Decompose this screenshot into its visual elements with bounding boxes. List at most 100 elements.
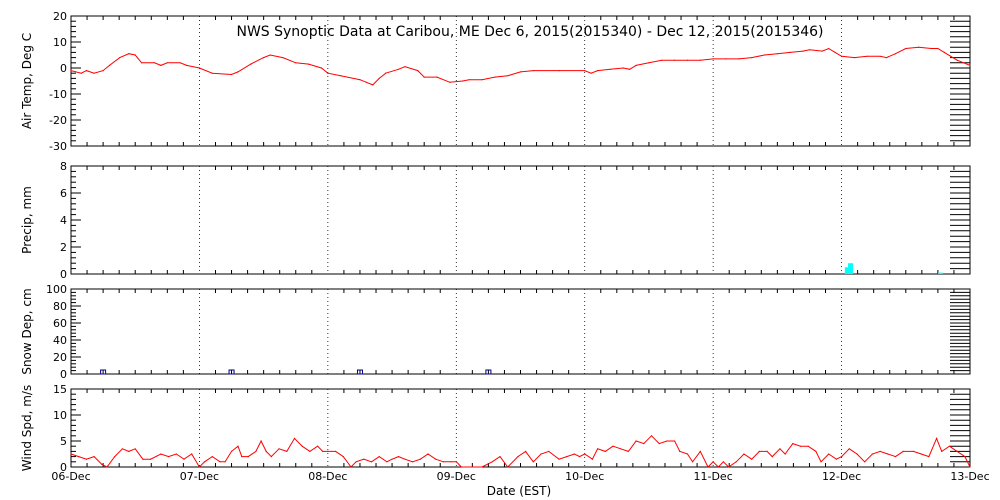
snow-y-tick-label: 80 — [53, 300, 67, 313]
wind-data-point — [902, 450, 904, 452]
chart-title: NWS Synoptic Data at Caribou, ME Dec 6, … — [236, 24, 823, 40]
wind-data-point — [573, 453, 576, 455]
temp-data-point — [802, 50, 804, 52]
temp-panel: 20 10 0 -10 -20 -30 Air Temp, Deg C — [20, 10, 971, 153]
wind-data-point — [635, 440, 637, 442]
temp-data-point — [853, 57, 856, 59]
temp-data-point — [866, 55, 868, 57]
wind-data-point — [879, 450, 881, 452]
wind-data-point — [743, 453, 745, 455]
wind-data-point — [334, 450, 337, 452]
wind-data-point — [766, 450, 768, 452]
temp-data-point — [834, 51, 836, 54]
temp-data-point — [404, 66, 406, 68]
wind-data-point — [928, 456, 930, 458]
wind-data-point — [727, 466, 730, 468]
temp-data-point — [905, 47, 907, 50]
temp-data-point — [160, 64, 162, 66]
wind-data-point — [427, 453, 429, 455]
wind-data-point — [412, 461, 414, 463]
wind-data-point — [386, 461, 388, 463]
wind-data-point — [840, 456, 843, 458]
wind-data-point — [691, 461, 694, 463]
wind-data-point — [532, 461, 534, 463]
temp-data-point — [674, 59, 676, 61]
temp-data-point — [449, 81, 451, 83]
temp-data-point — [282, 57, 284, 59]
wind-data-point — [391, 458, 393, 460]
temp-data-point — [307, 63, 310, 65]
wind-data-point — [871, 453, 873, 455]
temp-data-point — [532, 70, 534, 72]
x-tick-label: 07-Dec — [180, 470, 219, 483]
wind-data-point — [751, 458, 753, 460]
precip-bar — [937, 272, 943, 274]
x-tick-label: 10-Dec — [565, 470, 604, 483]
wind-data-point — [93, 456, 95, 458]
snow-panel: 100 80 60 40 20 0 Snow Dep, cm — [20, 283, 971, 381]
temp-data-point — [327, 72, 329, 74]
temp-data-point — [141, 62, 143, 64]
wind-data-point — [779, 448, 781, 450]
temp-data-point — [943, 51, 945, 54]
wind-data-point — [203, 461, 206, 463]
temp-data-point — [894, 53, 897, 55]
wind-data-point — [941, 450, 943, 452]
wind-data-point — [499, 456, 501, 458]
wind-data-point — [612, 445, 614, 447]
temp-y-tick-label: -30 — [49, 140, 67, 153]
wind-data-point — [316, 445, 319, 447]
temp-data-point — [378, 77, 380, 79]
wind-data-point — [920, 453, 922, 455]
wind-data-point — [717, 466, 719, 468]
temp-data-point — [828, 47, 830, 50]
wind-data-point — [517, 456, 519, 458]
snow-marker — [228, 369, 235, 375]
wind-data-point — [674, 440, 676, 442]
temp-data-point — [808, 49, 811, 51]
wind-data-point — [106, 466, 108, 468]
wind-data-point — [70, 453, 72, 455]
wind-data-point — [211, 456, 213, 458]
temp-data-point — [128, 53, 130, 55]
wind-data-point — [293, 437, 296, 439]
wind-data-point — [455, 461, 457, 463]
wind-data-point — [578, 456, 581, 458]
wind-data-point — [758, 450, 760, 452]
temp-data-point — [969, 64, 971, 66]
temp-data-point — [481, 79, 483, 81]
precip-y-tick-label: 2 — [60, 241, 67, 254]
wind-data-point — [540, 453, 542, 455]
wind-data-point — [658, 443, 660, 445]
temp-data-point — [937, 47, 939, 50]
temp-data-point — [423, 76, 425, 78]
wind-data-point — [835, 458, 838, 460]
x-tick-labels: 06-Dec 07-Dec 08-Dec 09-Dec 10-Dec 11-Dec 12-D… — [51, 470, 989, 483]
temp-data-point — [359, 79, 361, 81]
wind-data-point — [956, 450, 958, 452]
temp-data-point — [385, 72, 387, 74]
wind-data-point — [230, 450, 233, 452]
wind-data-point — [419, 458, 421, 460]
wind-data-point — [558, 458, 560, 460]
wind-data-point — [948, 445, 951, 447]
temp-data-point — [763, 54, 766, 56]
temp-y-tick-label: -20 — [49, 114, 67, 127]
wind-data-point — [128, 450, 130, 452]
wind-data-point — [912, 450, 915, 452]
temp-y-tick-label: 20 — [53, 10, 67, 23]
wind-data-point — [481, 466, 483, 468]
wind-data-point — [121, 448, 123, 450]
wind-data-point — [160, 453, 162, 455]
temp-data-point — [295, 62, 297, 64]
temp-data-point — [821, 50, 823, 52]
temp-data-point — [629, 68, 631, 70]
x-axis-label: Date (EST) — [487, 484, 551, 498]
wind-y-tick-label: 5 — [60, 435, 67, 448]
wind-data-point — [101, 463, 103, 465]
temp-data-point — [119, 57, 121, 59]
wind-data-point — [309, 450, 311, 452]
temp-data-point — [950, 55, 952, 57]
snow-y-tick-label: 0 — [60, 368, 67, 381]
